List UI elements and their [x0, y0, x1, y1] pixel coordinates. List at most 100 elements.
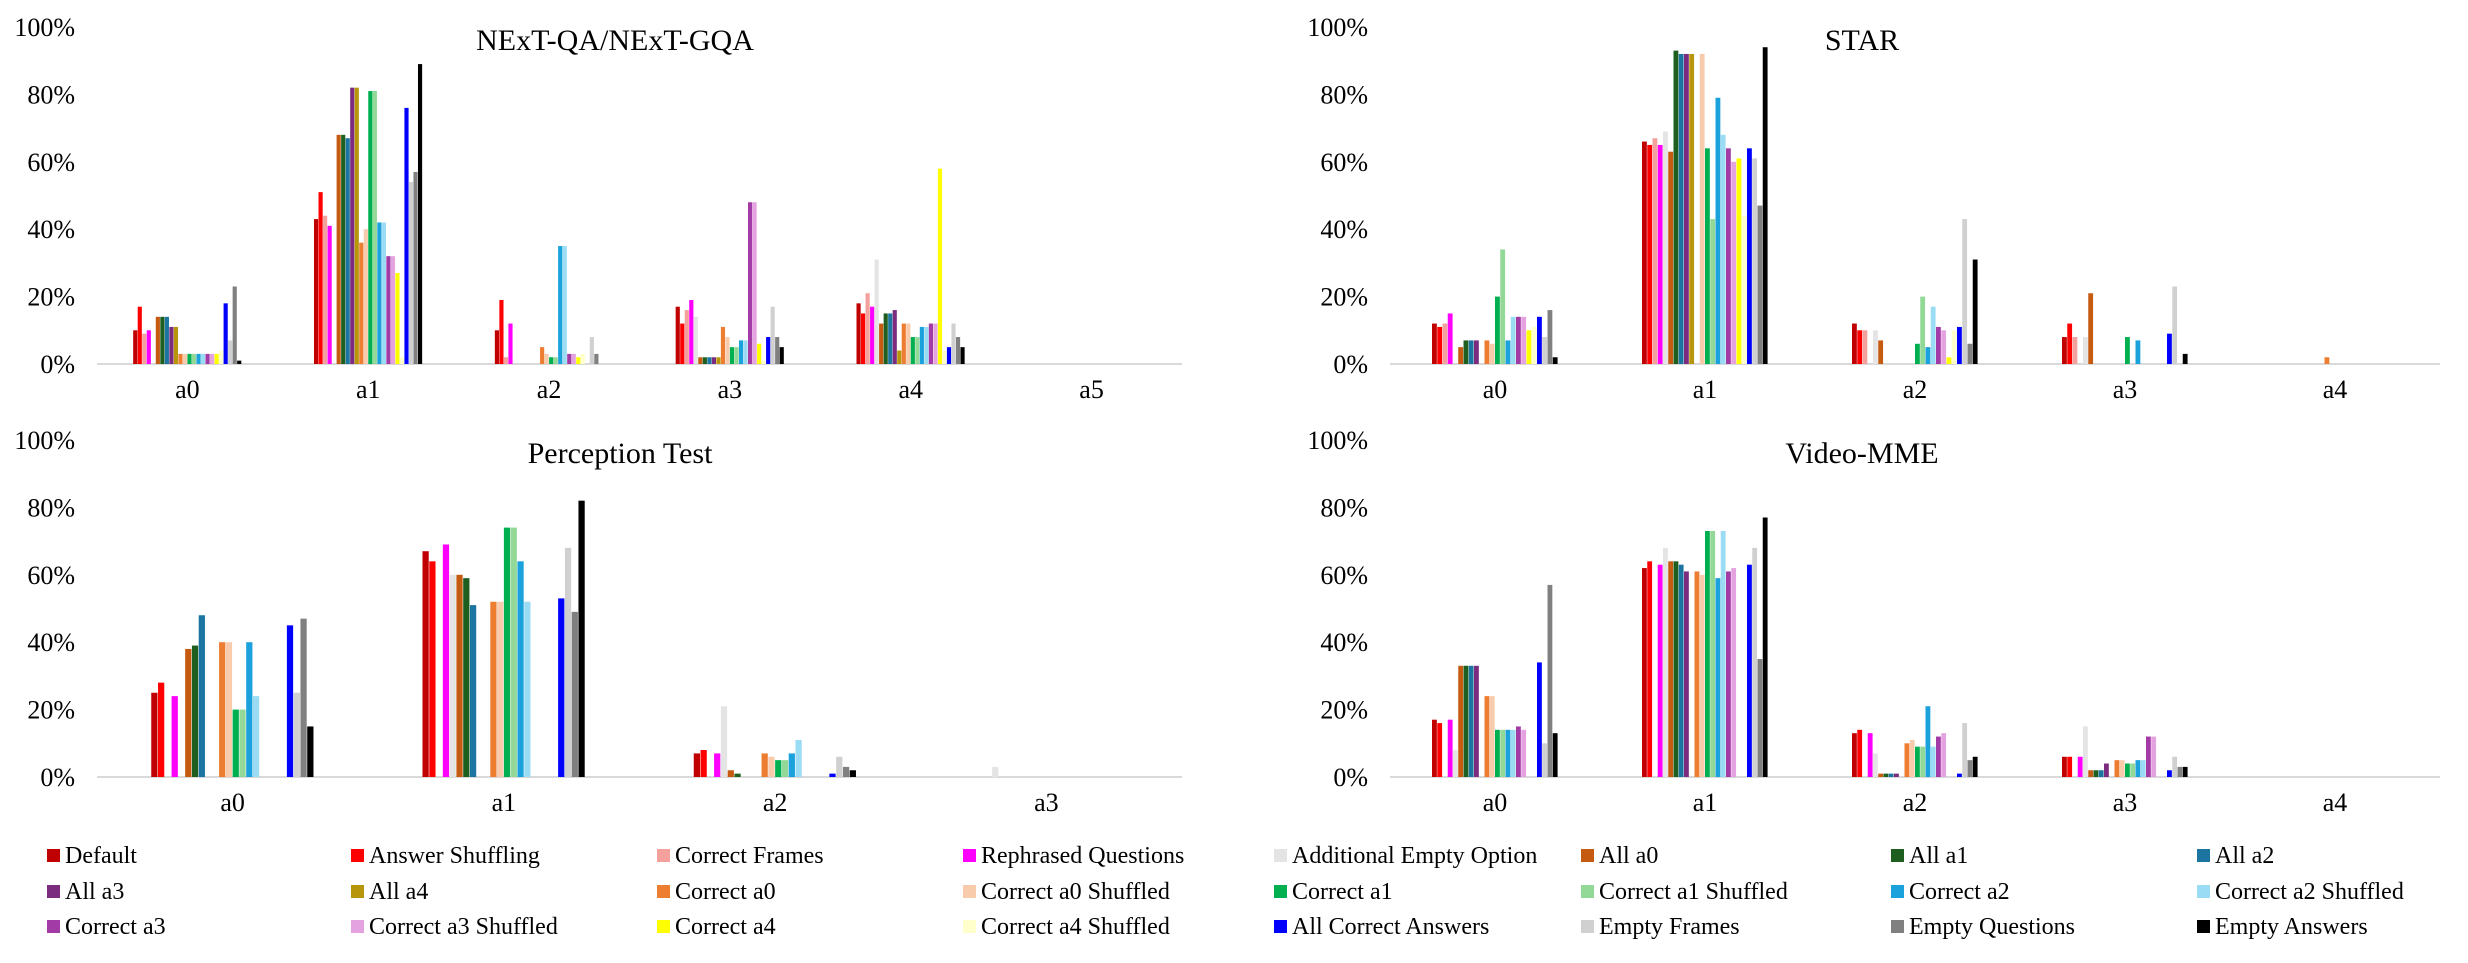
bar-a1-correct-a0-shuffled [497, 601, 504, 777]
bar-a0-correct-a0-shuffled [1489, 343, 1495, 364]
bar-a2-correct-a1-shuffled [1920, 746, 1926, 777]
bar-a1-correct-a2 [377, 222, 382, 364]
y-tick-label: 20% [27, 283, 75, 312]
legend-swatch [1274, 885, 1287, 898]
bar-a1-all-correct-answers [404, 107, 409, 364]
bar-a2-answer-shuffling [1857, 729, 1863, 777]
bar-a3-all-a0 [698, 357, 703, 364]
bar-a2-correct-a1 [1915, 343, 1920, 364]
bar-a0-empty-frames [228, 340, 233, 364]
bar-a3-all-a0 [2088, 770, 2094, 777]
bar-a2-default [1852, 323, 1857, 364]
bar-a4-empty-questions [955, 337, 961, 364]
bar-a3-all-correct-answers [2167, 333, 2172, 364]
bar-a3-correct-a4 [757, 343, 762, 364]
legend-item: Correct a3 [47, 914, 166, 940]
y-tick-label: 80% [27, 493, 75, 522]
bar-a1-all-correct-answers [558, 598, 565, 777]
legend-label: Correct a1 [1292, 879, 1393, 905]
legend-swatch [657, 920, 670, 933]
bar-a0-all-a0 [185, 648, 192, 777]
bar-a0-answer-shuffling [158, 682, 165, 777]
legend-label: Correct a0 Shuffled [981, 879, 1170, 905]
bar-a0-rephrased-questions [171, 696, 178, 777]
y-tick-label: 100% [1307, 426, 1368, 455]
y-tick-label: 60% [1320, 561, 1368, 590]
bar-a1-correct-a1-shuffled [1710, 219, 1716, 364]
bar-a0-default [1432, 323, 1437, 364]
bar-a1-correct-a1-shuffled [1710, 530, 1716, 777]
legend-swatch [2197, 885, 2210, 898]
bar-a3-correct-a2-shuffled [743, 340, 748, 364]
bar-a0-all-a1 [1463, 665, 1469, 777]
bar-a2-empty-questions [842, 766, 850, 777]
legend-label: All a3 [65, 879, 124, 905]
legend-item: Default [47, 843, 137, 869]
bar-a0-empty-answers [1552, 733, 1558, 777]
bar-a3-additional-empty-option [693, 316, 698, 364]
x-tick-label: a4 [2323, 375, 2348, 404]
bar-a2-empty-answers [849, 770, 856, 777]
x-tick-label: a2 [1903, 788, 1928, 817]
bar-a2-correct-a2-shuffled [1930, 306, 1936, 364]
bar-a2-rephrased-questions [1867, 733, 1873, 777]
bar-a4-correct-a1-shuffled [915, 337, 920, 364]
bar-a1-rephrased-questions [1657, 564, 1663, 777]
bar-a3-correct-frames [2072, 337, 2078, 364]
bar-a0-all-a1 [191, 645, 199, 777]
bar-a0-correct-a1-shuffled [1500, 729, 1506, 777]
bar-a0-all-a2 [1468, 340, 1474, 364]
legend-swatch [963, 849, 976, 862]
bar-a0-correct-a0-shuffled [225, 642, 233, 777]
bar-a1-correct-a3 [1726, 571, 1731, 777]
x-tick-label: a1 [356, 375, 381, 404]
legend-label: Correct a2 [1909, 879, 2010, 905]
bar-a1-correct-a2 [1715, 97, 1721, 365]
bar-a2-correct-a0-shuffled [768, 756, 775, 777]
legend-label: Correct a4 Shuffled [981, 914, 1170, 940]
legend-item: All a1 [1891, 843, 1968, 869]
bar-a4-correct-a2-shuffled [924, 326, 929, 364]
bar-a1-additional-empty-option [449, 574, 456, 777]
bar-a0-correct-a0 [1484, 340, 1490, 364]
legend-item: Empty Questions [1891, 914, 2075, 940]
bar-a3-all-a3 [2104, 763, 2109, 777]
legend-label: Empty Frames [1599, 914, 1740, 940]
x-tick-label: a1 [492, 788, 517, 817]
legend-label: Answer Shuffling [369, 843, 540, 869]
bar-a0-correct-a1 [1495, 296, 1500, 364]
bar-a1-correct-a0-shuffled [1699, 53, 1705, 365]
y-tick-label: 80% [1320, 80, 1368, 109]
bar-a3-correct-a0 [720, 326, 726, 364]
legend-swatch [351, 885, 364, 898]
x-tick-label: a3 [1034, 788, 1059, 817]
legend-swatch [47, 849, 60, 862]
bar-a2-correct-a4 [1946, 357, 1952, 364]
legend-swatch [1581, 885, 1594, 898]
bar-a2-correct-a4-shuffled [1951, 330, 1957, 364]
bar-a0-all-a1 [1463, 340, 1469, 364]
bar-a2-correct-a2-shuffled [1930, 746, 1936, 777]
legend-item: Empty Answers [2197, 914, 2368, 940]
bar-a2-correct-a3 [567, 353, 572, 364]
bar-a0-correct-frames [1442, 323, 1448, 364]
bar-a2-correct-a2-shuffled [795, 739, 802, 777]
legend-label: Correct a1 Shuffled [1599, 879, 1788, 905]
bar-a0-correct-a3-shuffled [210, 353, 215, 364]
x-tick-label: a4 [898, 375, 923, 404]
bar-a0-correct-a3 [1516, 726, 1521, 777]
bar-a3-correct-a3-shuffled [2151, 736, 2157, 777]
bar-a3-empty-frames [2172, 286, 2178, 364]
bar-a1-default [422, 551, 429, 777]
bar-a1-correct-a4 [395, 273, 400, 364]
legend-item: Additional Empty Option [1274, 843, 1537, 869]
bar-a0-all-correct-answers [1537, 662, 1542, 777]
bar-a2-all-correct-answers [1957, 773, 1962, 777]
bar-a2-answer-shuffling [1857, 330, 1863, 364]
star-chart: 0% 20% 40% 60% 80% 100% STAR a0 a1 a2 a3 a4 [1307, 13, 2440, 404]
legend-label: All a4 [369, 879, 428, 905]
bar-a1-correct-a4 [1736, 158, 1742, 364]
bar-a1-correct-a3-shuffled [1731, 568, 1737, 777]
bar-a0-empty-answers [237, 360, 242, 364]
